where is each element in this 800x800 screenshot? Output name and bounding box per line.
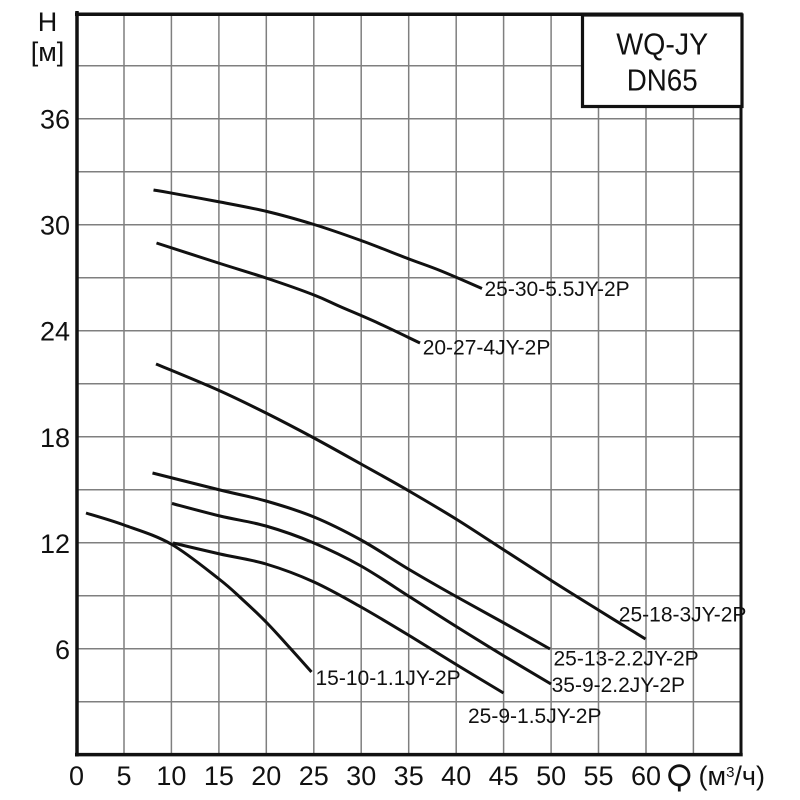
svg-text:45: 45 — [489, 761, 519, 791]
svg-text:WQ-JY: WQ-JY — [616, 27, 708, 62]
svg-text:[м]: [м] — [31, 37, 65, 67]
svg-text:35: 35 — [394, 761, 424, 791]
svg-text:15-10-1.1JY-2P: 15-10-1.1JY-2P — [316, 667, 461, 690]
svg-text:50: 50 — [536, 761, 566, 791]
svg-text:40: 40 — [441, 761, 471, 791]
svg-text:0: 0 — [69, 761, 84, 791]
svg-text:5: 5 — [116, 761, 131, 791]
svg-text:25: 25 — [299, 761, 329, 791]
svg-text:6: 6 — [55, 635, 70, 665]
svg-text:30: 30 — [346, 761, 376, 791]
svg-text:25-9-1.5JY-2P: 25-9-1.5JY-2P — [468, 705, 601, 728]
svg-text:25-13-2.2JY-2P: 25-13-2.2JY-2P — [554, 647, 699, 670]
svg-text:15: 15 — [204, 761, 234, 791]
svg-text:36: 36 — [40, 105, 70, 135]
svg-text:24: 24 — [40, 317, 70, 347]
svg-text:55: 55 — [583, 761, 613, 791]
svg-text:20: 20 — [251, 761, 281, 791]
svg-text:(м3/ч): (м3/ч) — [699, 761, 765, 791]
svg-text:35-9-2.2JY-2P: 35-9-2.2JY-2P — [552, 674, 685, 697]
svg-text:18: 18 — [40, 423, 70, 453]
svg-text:12: 12 — [40, 529, 70, 559]
svg-text:DN65: DN65 — [627, 63, 698, 98]
svg-text:25-18-3JY-2P: 25-18-3JY-2P — [619, 603, 747, 626]
svg-text:25-30-5.5JY-2P: 25-30-5.5JY-2P — [485, 278, 630, 301]
svg-text:30: 30 — [40, 211, 70, 241]
svg-text:60: 60 — [631, 761, 661, 791]
svg-text:10: 10 — [156, 761, 186, 791]
svg-text:H: H — [38, 7, 58, 37]
svg-text:20-27-4JY-2P: 20-27-4JY-2P — [423, 337, 551, 360]
